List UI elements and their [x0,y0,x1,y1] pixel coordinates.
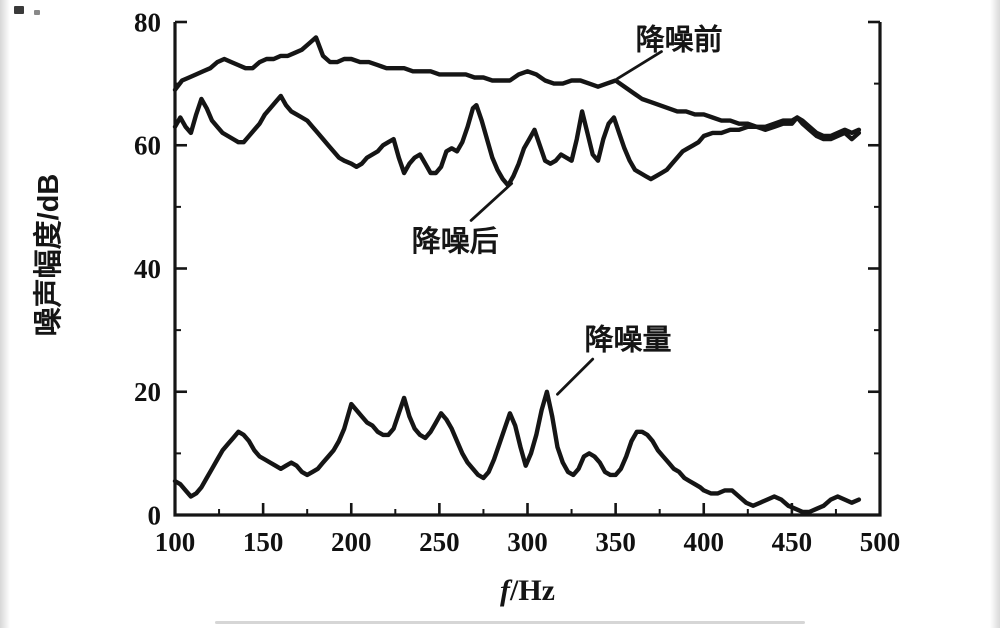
x-tick-label: 400 [684,527,725,557]
x-tick-label: 500 [860,527,901,557]
x-tick-label: 350 [595,527,636,557]
x-tick-label: 250 [419,527,460,557]
annotation-leader-2 [556,357,595,396]
annotation-label-1: 降噪后 [412,225,499,258]
series-line-0 [172,35,862,139]
annotation-leader-1 [469,182,514,222]
y-axis-title: 噪声幅度/dB [32,174,65,337]
y-tick-label: 20 [134,377,161,407]
series-line-1 [172,93,862,188]
scan-artifact [34,10,40,15]
y-tick-label: 80 [134,7,161,37]
annotation-label-0: 降噪前 [636,22,723,56]
series-line-2 [172,389,862,515]
x-tick-label: 150 [243,527,284,557]
x-axis-title: f/Hz [500,574,555,607]
y-tick-label: 0 [148,500,162,530]
y-tick-label: 60 [134,131,161,161]
scan-artifact-line [215,621,805,624]
scan-artifact [14,6,24,14]
x-tick-label: 450 [772,527,813,557]
x-tick-label: 300 [507,527,548,557]
annotation-label-2: 降噪量 [584,324,671,357]
annotation-leader-0 [615,50,663,81]
y-tick-label: 40 [134,254,161,284]
x-tick-label: 200 [331,527,372,557]
x-tick-label: 100 [155,527,196,557]
